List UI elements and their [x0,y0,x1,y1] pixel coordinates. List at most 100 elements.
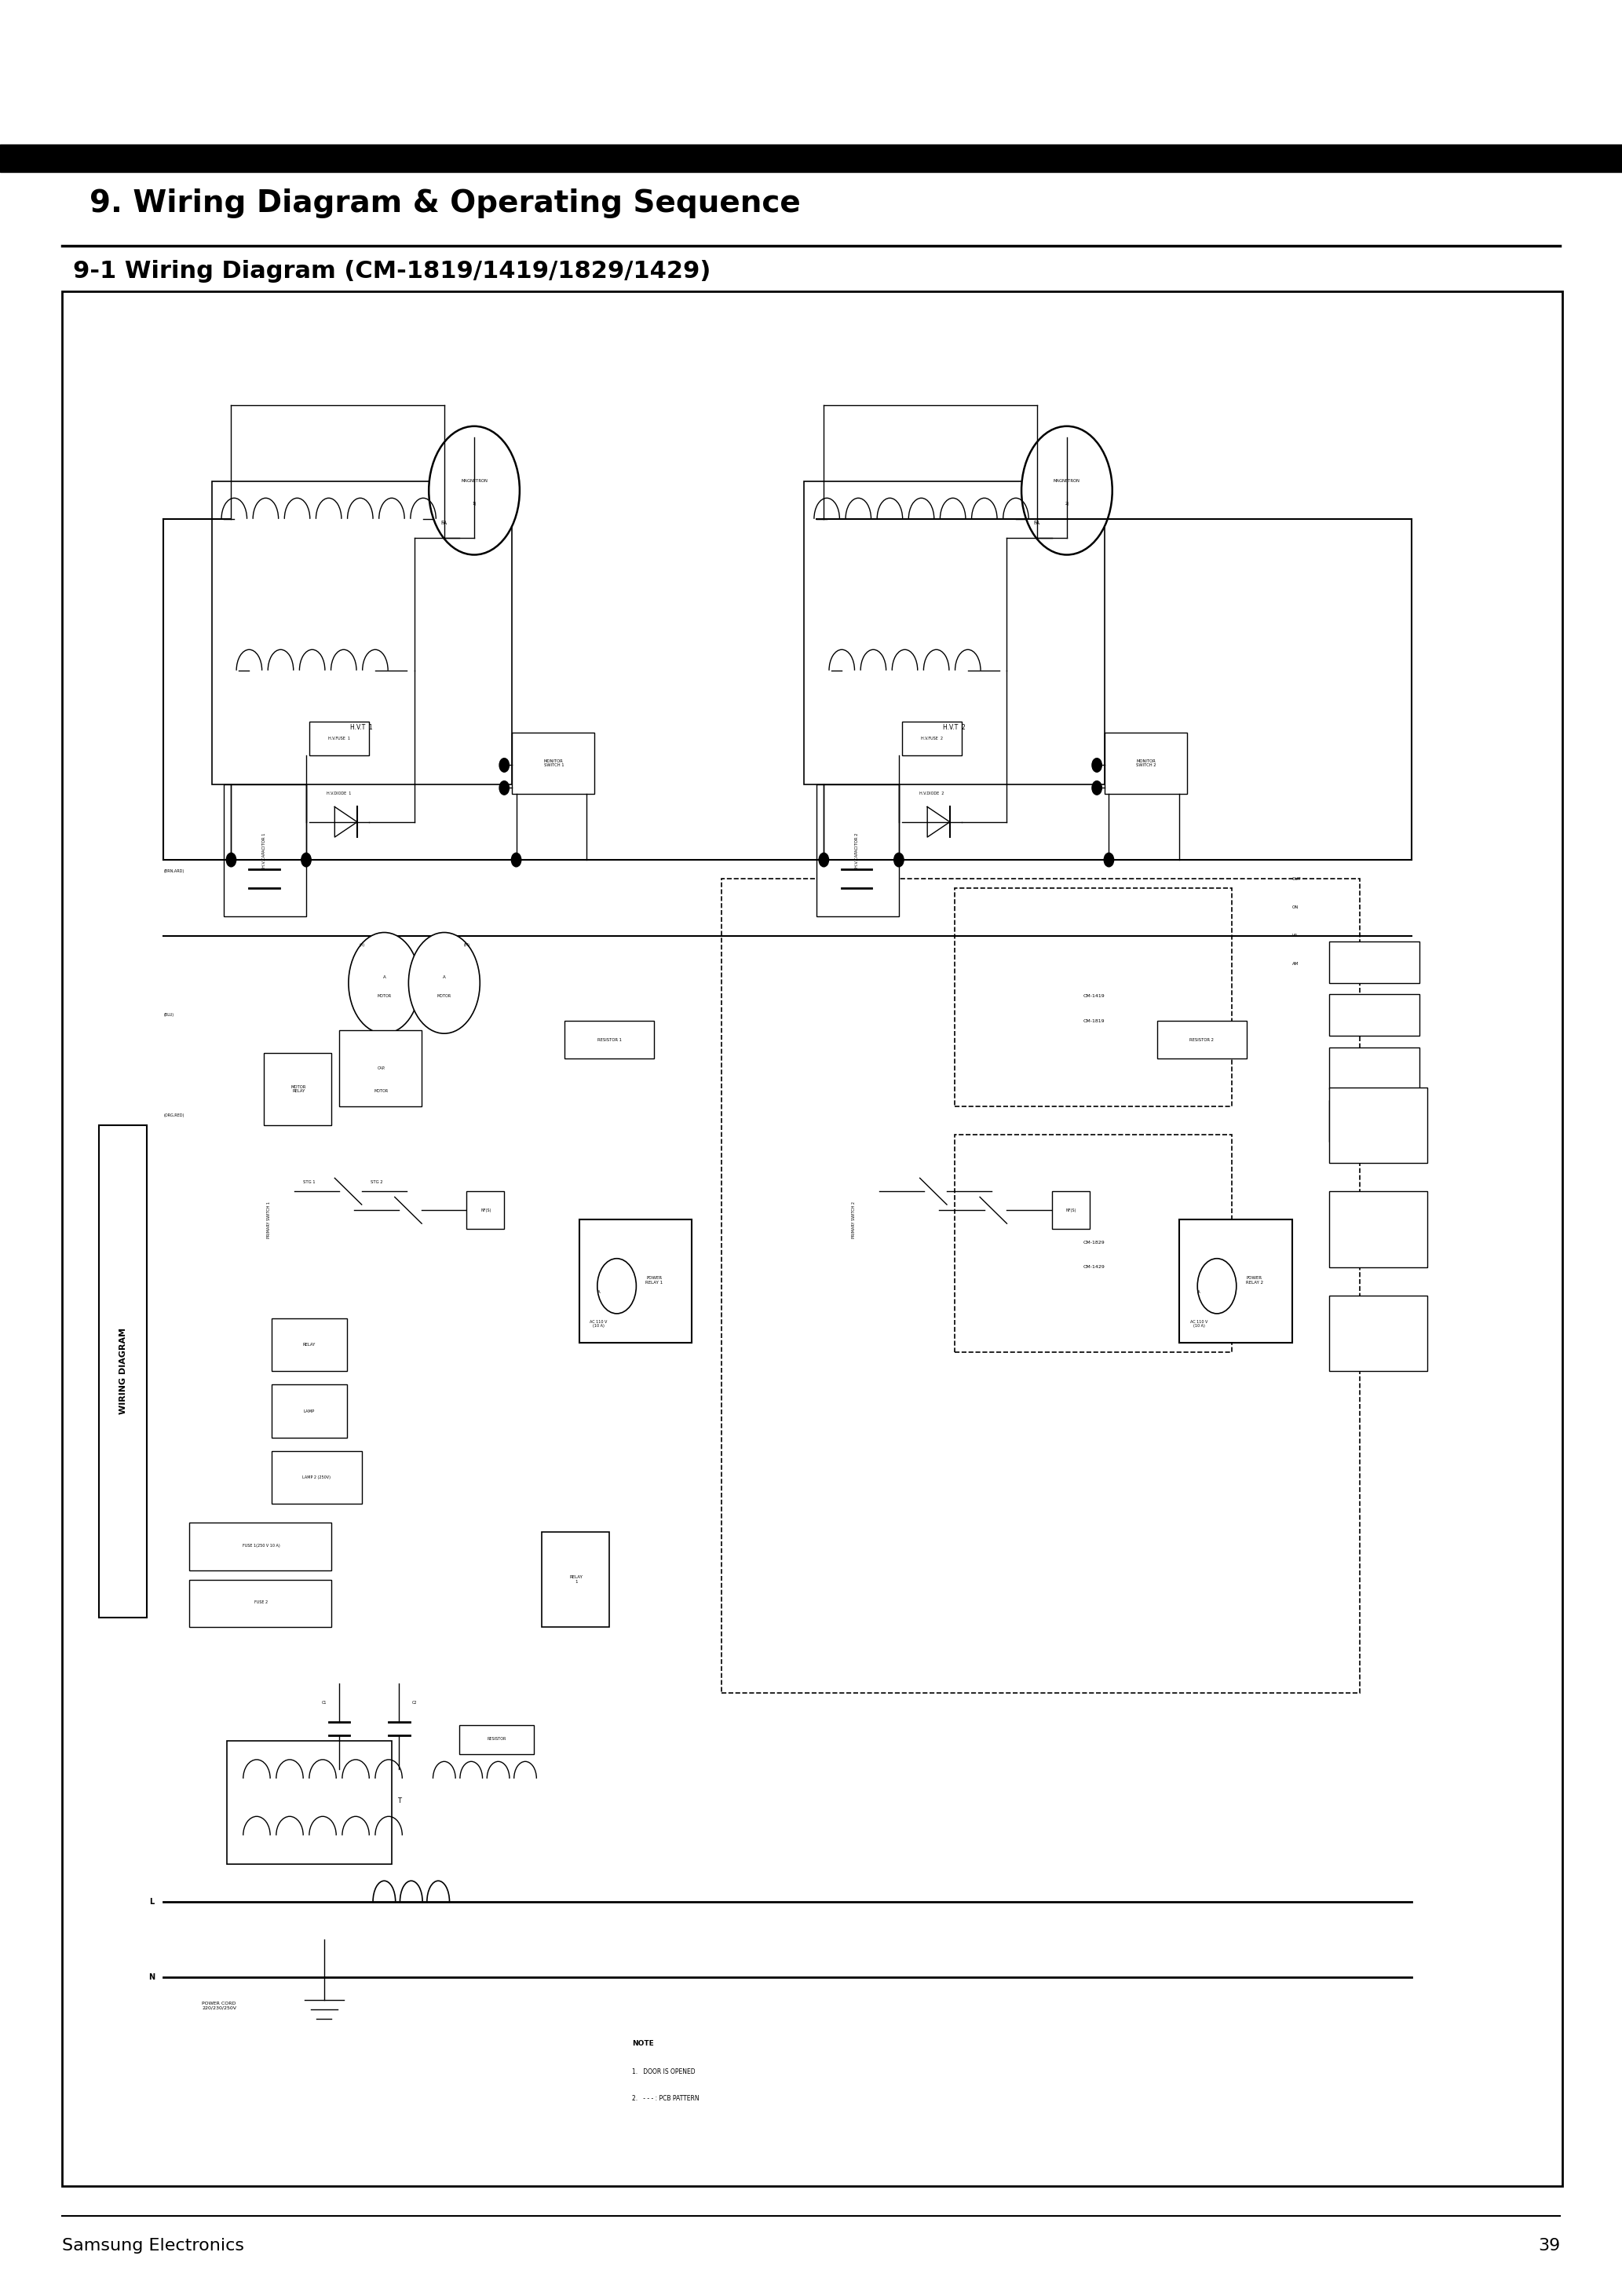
Circle shape [894,854,903,868]
Text: ON: ON [1291,905,1299,909]
Text: CM-1829: CM-1829 [1083,1240,1105,1244]
Circle shape [500,758,509,771]
Bar [542,1531,610,1628]
Bar [1330,941,1419,983]
Text: C2: C2 [412,1701,417,1704]
Text: OUT: OUT [1291,877,1301,882]
Bar [310,721,370,755]
Text: LAMP 2 (250V): LAMP 2 (250V) [303,1476,331,1479]
Text: NF(S): NF(S) [482,1208,491,1212]
Text: (M): (M) [464,944,470,946]
Text: MONITOR
SWITCH 1: MONITOR SWITCH 1 [543,760,564,767]
Text: H.V.DIODE  2: H.V.DIODE 2 [920,792,944,794]
Text: CM-1429: CM-1429 [1083,1265,1105,1270]
Text: H.V.T  2: H.V.T 2 [942,723,965,730]
Bar [1330,1295,1427,1371]
Bar [459,1727,534,1754]
Bar [579,1219,691,1343]
Text: FA: FA [1033,521,1040,526]
Text: STG 1: STG 1 [303,1180,315,1185]
Bar [272,1318,347,1371]
Circle shape [819,854,829,868]
Text: (BRN,ARD): (BRN,ARD) [164,870,185,872]
Text: Samsung Electronics: Samsung Electronics [62,2239,243,2252]
Text: LAMP: LAMP [303,1410,315,1412]
Text: T: T [397,1798,401,1805]
Text: 9. Wiring Diagram & Operating Sequence: 9. Wiring Diagram & Operating Sequence [89,188,800,218]
Text: CM-1819: CM-1819 [1083,1019,1105,1022]
Text: H.V.FUSE  1: H.V.FUSE 1 [328,737,350,742]
Text: WIRING DIAGRAM: WIRING DIAGRAM [120,1327,127,1414]
Text: 2): 2) [1064,503,1069,505]
Bar [227,1740,393,1864]
Text: MOTOR: MOTOR [436,994,451,999]
Bar [1330,1088,1427,1164]
Text: NF(S): NF(S) [1066,1208,1077,1212]
Bar [1330,1047,1419,1088]
Bar [954,889,1233,1107]
Text: A: A [443,976,446,980]
Circle shape [1092,758,1101,771]
Text: A: A [1197,1290,1200,1293]
Circle shape [302,854,311,868]
Text: PRIMARY SWITCH 2: PRIMARY SWITCH 2 [852,1201,856,1238]
Bar [722,879,1359,1694]
Bar [62,292,1562,2186]
Bar [1330,994,1419,1035]
Circle shape [500,781,509,794]
Text: N: N [149,1975,154,1981]
Bar [264,1054,333,1125]
Bar [805,482,1105,785]
Text: AC 110 V
(10 A): AC 110 V (10 A) [1191,1320,1208,1327]
Bar [467,1192,504,1228]
Text: C1: C1 [321,1701,326,1704]
Circle shape [511,854,521,868]
Text: VIL: VIL [1291,934,1299,937]
Text: 1.   DOOR IS OPENED: 1. DOOR IS OPENED [633,2069,696,2076]
Text: FUSE 2: FUSE 2 [255,1600,268,1605]
Text: 39: 39 [1538,2239,1560,2252]
Bar [272,1451,362,1504]
Circle shape [227,854,237,868]
Bar [0,145,1622,172]
Text: H.V.T  1: H.V.T 1 [350,723,373,730]
Text: A: A [597,1290,600,1293]
Text: PRIMARY SWITCH 1: PRIMARY SWITCH 1 [266,1201,271,1238]
Text: POWER
RELAY 1: POWER RELAY 1 [646,1277,663,1283]
Bar [1053,1192,1090,1228]
Text: (BLU): (BLU) [164,1013,174,1017]
Text: MOTOR: MOTOR [376,994,391,999]
Circle shape [597,1258,636,1313]
Text: FUSE 1(250 V 10 A): FUSE 1(250 V 10 A) [242,1543,281,1548]
Text: RELAY: RELAY [303,1343,316,1348]
Bar [224,785,307,916]
Bar [902,721,962,755]
Text: MOTOR: MOTOR [375,1088,388,1093]
Bar [1330,1192,1427,1267]
Bar [99,1125,148,1616]
Text: RESISTOR: RESISTOR [487,1736,506,1740]
Text: CM-1419: CM-1419 [1083,994,1105,999]
Text: H.V.DIODE  1: H.V.DIODE 1 [328,792,352,794]
Text: 9-1 Wiring Diagram (CM-1819/1419/1829/1429): 9-1 Wiring Diagram (CM-1819/1419/1829/14… [73,259,710,282]
Text: (ORG,RED): (ORG,RED) [164,1114,185,1118]
Circle shape [1022,427,1113,556]
Text: AM: AM [1291,962,1299,967]
Circle shape [1092,781,1101,794]
Bar [211,482,513,785]
Text: RESISTOR 2: RESISTOR 2 [1189,1038,1215,1042]
Text: RESISTOR 1: RESISTOR 1 [597,1038,621,1042]
Text: (A): (A) [358,944,365,946]
Text: L: L [149,1899,154,1906]
Bar [564,1022,654,1058]
Bar [1330,1100,1419,1141]
Bar [190,1580,333,1628]
Circle shape [349,932,420,1033]
Text: MOTOR
RELAY: MOTOR RELAY [290,1084,307,1093]
Text: POWER CORD
220/230/250V: POWER CORD 220/230/250V [201,2002,237,2009]
Text: MAGNETRON: MAGNETRON [1054,480,1080,482]
Text: 2.   - - - : PCB PATTERN: 2. - - - : PCB PATTERN [633,2096,699,2103]
Circle shape [409,932,480,1033]
Text: H.V.FUSE  2: H.V.FUSE 2 [921,737,942,742]
Text: A: A [383,976,386,980]
